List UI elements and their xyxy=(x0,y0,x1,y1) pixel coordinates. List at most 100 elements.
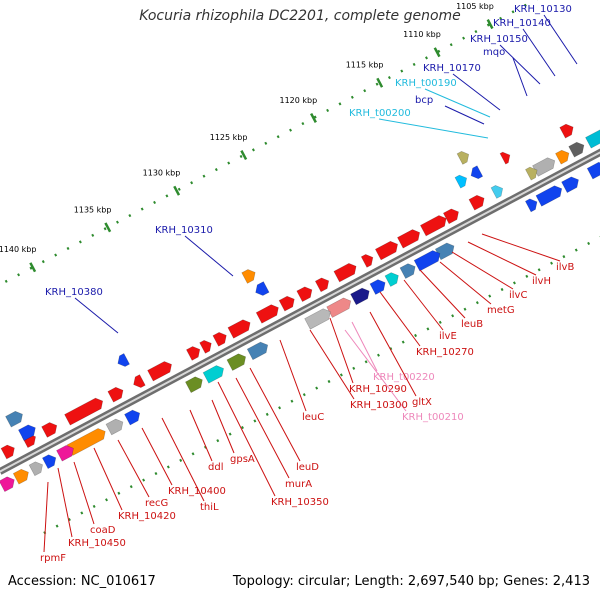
gene-arrow xyxy=(0,444,15,460)
gene-arrow xyxy=(124,409,141,426)
gene-arrow xyxy=(470,165,484,180)
gene-feature xyxy=(369,279,386,295)
gene-feature xyxy=(107,386,124,403)
gene-feature xyxy=(384,272,399,287)
leader-line xyxy=(57,467,73,538)
gene-feature xyxy=(374,240,398,261)
gene-label: KRH_10380 xyxy=(45,287,103,298)
gene-feature xyxy=(314,277,330,293)
gene-feature xyxy=(133,374,146,388)
gene-feature xyxy=(117,353,130,367)
gene-feature xyxy=(326,297,352,318)
gene-feature xyxy=(41,454,57,470)
gene-feature xyxy=(0,444,15,460)
gene-feature xyxy=(413,250,441,272)
gene-feature xyxy=(105,418,124,436)
gene-feature xyxy=(568,141,585,158)
gene-label: KRH_t00200 xyxy=(349,108,411,119)
gene-feature xyxy=(585,129,600,149)
leader-line xyxy=(499,44,541,85)
gene-feature xyxy=(350,287,370,306)
gene-arrow xyxy=(568,141,585,158)
gene-feature xyxy=(296,286,313,303)
gene-arrow xyxy=(12,468,29,485)
gene-arrow xyxy=(105,418,124,436)
leader-line xyxy=(211,399,235,454)
gene-arrow xyxy=(397,229,421,249)
gene-feature xyxy=(524,198,538,213)
leader-line xyxy=(93,447,123,511)
gene-label: ilvC xyxy=(509,290,527,301)
gene-arrow xyxy=(454,174,467,189)
gene-arrow xyxy=(185,376,203,393)
gene-arrow xyxy=(333,263,357,283)
leader-line xyxy=(522,28,556,77)
gene-feature xyxy=(499,151,511,165)
lower-dots xyxy=(43,236,600,535)
gene-label: ilvE xyxy=(439,331,457,342)
leader-line xyxy=(451,251,514,290)
gene-arrow xyxy=(64,397,104,426)
leader-line xyxy=(249,367,301,462)
gene-arrow xyxy=(227,319,251,339)
ruler-label: 1135 kbp xyxy=(74,205,112,214)
gene-label: murA xyxy=(285,479,312,490)
leader-line xyxy=(439,261,492,305)
ruler-label: 1125 kbp xyxy=(210,133,248,142)
gene-feature xyxy=(555,149,570,165)
gene-arrow xyxy=(314,277,330,293)
gene-arrow xyxy=(304,308,331,330)
gene-arrow xyxy=(147,361,172,382)
gene-label: KRH_10290 xyxy=(349,384,407,395)
leader-line xyxy=(73,461,95,525)
gene-label: recG xyxy=(145,498,168,509)
gene-feature xyxy=(124,409,141,426)
gene-feature xyxy=(470,165,484,180)
gene-feature xyxy=(532,157,556,177)
gene-arrow xyxy=(535,185,563,207)
gene-feature xyxy=(419,215,447,237)
gene-label: KRH_10300 xyxy=(350,400,408,411)
gene-feature xyxy=(199,340,212,354)
leader-line xyxy=(424,88,491,118)
leader-line xyxy=(43,481,49,553)
gene-feature xyxy=(12,468,29,485)
leader-line xyxy=(419,269,466,319)
gene-feature xyxy=(399,263,416,279)
gene-label: KRH_t00190 xyxy=(395,78,457,89)
gene-arrow xyxy=(384,272,399,287)
gene-arrow xyxy=(41,454,57,470)
leader-line xyxy=(309,329,355,400)
gene-arrow xyxy=(499,151,511,165)
gene-feature xyxy=(304,308,331,330)
gene-arrow xyxy=(117,353,130,367)
gene-label: leuB xyxy=(461,319,483,330)
gene-label: KRH_10130 xyxy=(514,4,572,15)
gene-feature xyxy=(64,397,104,426)
gene-label: KRH_10350 xyxy=(271,497,329,508)
gene-arrow xyxy=(532,157,556,177)
gene-arrow xyxy=(456,151,470,165)
leader-line xyxy=(403,279,444,331)
leader-line xyxy=(344,329,407,412)
leader-line xyxy=(467,241,537,276)
gene-feature xyxy=(0,476,15,493)
gene-feature xyxy=(535,185,563,207)
gene-feature xyxy=(468,194,485,211)
gene-arrow xyxy=(202,365,224,384)
gene-arrow xyxy=(419,215,447,237)
gene-feature xyxy=(18,424,36,441)
leader-line xyxy=(329,317,354,384)
gene-feature xyxy=(255,304,279,324)
gene-arrow xyxy=(5,410,23,428)
ruler-tick xyxy=(104,222,112,233)
leader-line xyxy=(452,73,501,111)
ruler-label: 1105 kbp xyxy=(456,2,494,11)
gene-arrow xyxy=(226,353,246,371)
gene-feature xyxy=(0,483,1,500)
leader-line xyxy=(235,377,290,479)
gene-feature xyxy=(41,422,58,438)
gene-arrow xyxy=(524,198,538,213)
gene-feature xyxy=(333,263,357,283)
gene-feature xyxy=(227,319,251,339)
